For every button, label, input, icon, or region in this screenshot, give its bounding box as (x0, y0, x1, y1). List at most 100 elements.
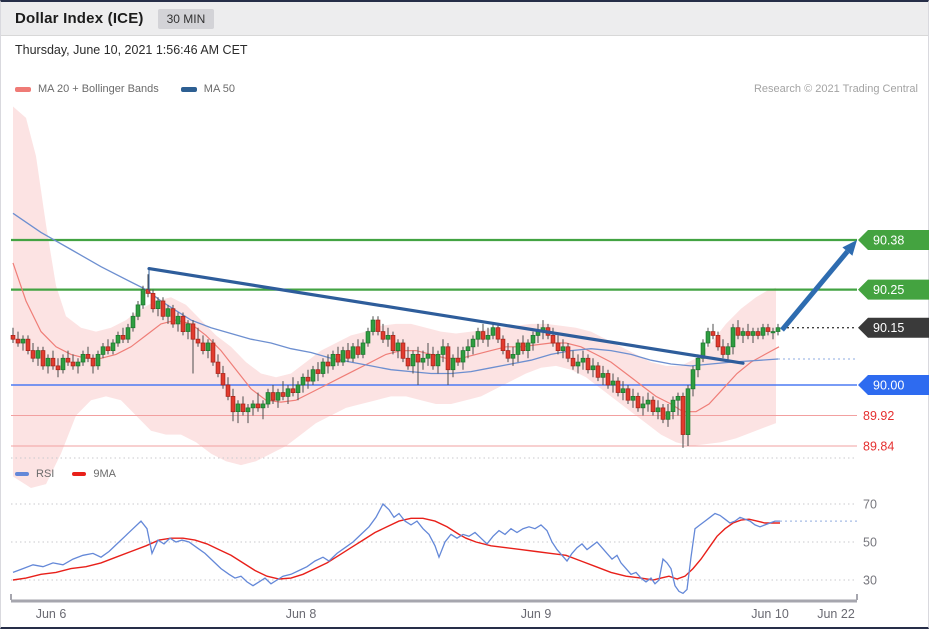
candle-down (25, 338, 31, 352)
candle-up (420, 357, 426, 363)
price-tag-90.25: 90.25 (858, 279, 929, 300)
time-axis-label-jun-10: Jun 10 (751, 607, 789, 621)
price-axis-labels: 90.38 90.25 90.15 90.00 89.92 89.84 (858, 230, 929, 453)
candle-up (245, 407, 251, 413)
candle-down (230, 395, 236, 413)
candle-down (200, 342, 206, 351)
candle-up (20, 338, 26, 344)
candle-down (735, 327, 741, 336)
candle-down (595, 365, 601, 378)
candle-up (385, 334, 391, 340)
candle-down (500, 338, 506, 352)
candle-up (760, 327, 766, 336)
candle-down (215, 361, 221, 374)
price-tag-90.38: 90.38 (858, 230, 929, 250)
candle-up (265, 392, 271, 405)
candle-up (365, 331, 371, 344)
timeframe-badge[interactable]: 30 MIN (157, 8, 215, 29)
time-axis-label-jun-22: Jun 22 (817, 607, 855, 621)
candle-down (150, 292, 156, 310)
price-tag-text: 90.15 (873, 321, 904, 335)
candle-up (470, 338, 476, 348)
candle-down (635, 395, 641, 409)
candle-up (95, 353, 101, 367)
candle-down (445, 346, 451, 371)
candle-up (135, 304, 141, 317)
candle-up (275, 392, 281, 401)
rsi-axis-label-70: 70 (863, 497, 877, 511)
candle-up (130, 315, 136, 329)
candle-down (355, 346, 361, 355)
candle-up (320, 361, 326, 374)
candle-down (335, 353, 341, 363)
candle-up (685, 388, 691, 435)
legend-label: RSI (36, 468, 55, 480)
candle-down (680, 395, 686, 435)
candle-up (440, 346, 446, 355)
candle-up (475, 331, 481, 340)
candle-down (495, 327, 501, 340)
candle-up (600, 373, 606, 378)
candle-up (425, 353, 431, 359)
candle-up (435, 353, 441, 367)
price-tag-shape (858, 230, 929, 250)
bullish-arrow-head-icon (842, 240, 857, 256)
legend-item-ma50: MA 50 (180, 83, 235, 95)
rsi-legend: RSI 9MA (15, 466, 918, 482)
candle-up (590, 365, 596, 371)
rsi-9ma-line (12, 517, 780, 581)
price-chart-canvas[interactable]: 90.38 90.25 90.15 90.00 89.92 89.84 70 50 30 Jun … (1, 102, 929, 631)
candle-up (60, 357, 66, 371)
candle-up (525, 342, 531, 351)
candle-up (485, 334, 491, 340)
legend-item-rsi: RSI (15, 468, 54, 480)
rsi-legend-swatch-icon (15, 472, 29, 476)
candle-down (120, 334, 126, 340)
candle-up (35, 350, 41, 359)
candle-up (675, 395, 681, 401)
price-tag-90.00: 90.00 (858, 375, 929, 395)
candle-up (670, 399, 676, 413)
candle-up (725, 346, 731, 355)
candle-down (180, 315, 186, 332)
rsi-axis-label-30: 30 (863, 573, 877, 587)
candle-up (450, 357, 456, 371)
legend-label: 9MA (93, 468, 116, 480)
candle-up (460, 350, 466, 363)
candle-down (625, 388, 631, 401)
price-tag-text: 90.25 (873, 283, 904, 297)
candle-up (630, 395, 636, 401)
candle-up (575, 361, 581, 367)
candle-up (80, 353, 86, 363)
candle-down (145, 289, 151, 294)
candle-up (300, 376, 306, 386)
candle-up (155, 300, 161, 309)
candle-up (645, 399, 651, 405)
candle-up (740, 331, 746, 336)
candle-up (620, 388, 626, 393)
candle-down (30, 350, 36, 359)
header-bar: Dollar Index (ICE) 30 MIN (1, 2, 928, 36)
candle-up (340, 350, 346, 363)
price-level-text-89.92: 89.92 (863, 409, 894, 423)
candle-up (690, 369, 696, 390)
bullish-arrow-shaft (780, 249, 850, 332)
candle-down (565, 346, 571, 359)
candle-down (345, 350, 351, 359)
time-axis-label-jun-8: Jun 8 (286, 607, 317, 621)
candle-up (775, 327, 781, 332)
price-tag-text: 90.38 (873, 233, 904, 247)
candle-down (520, 342, 526, 351)
candle-down (745, 331, 751, 336)
candle-up (45, 357, 51, 367)
candle-down (10, 334, 16, 340)
candle-down (710, 331, 716, 336)
candle-down (315, 369, 321, 374)
candle-down (280, 392, 286, 397)
candle-down (660, 407, 666, 420)
candle-down (615, 380, 621, 393)
ma50-legend-swatch-icon (180, 86, 197, 92)
candle-up (250, 403, 256, 409)
candle-down (325, 361, 331, 367)
candle-down (290, 388, 296, 393)
